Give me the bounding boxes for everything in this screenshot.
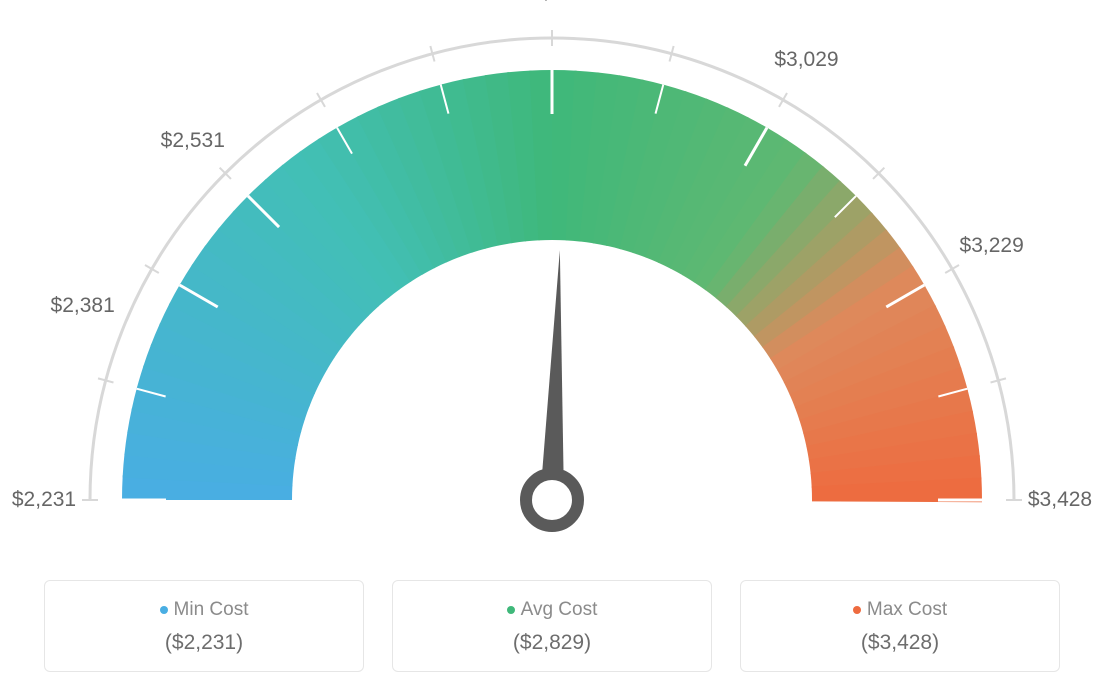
gauge-tick-label: $2,381 (51, 294, 115, 318)
gauge-tick-label: $3,229 (960, 234, 1024, 258)
legend-value-avg: ($2,829) (403, 631, 701, 655)
gauge-tick-label: $3,029 (774, 48, 838, 72)
legend-row: Min Cost ($2,231) Avg Cost ($2,829) Max … (0, 580, 1104, 672)
legend-card-avg: Avg Cost ($2,829) (392, 580, 712, 672)
legend-card-min: Min Cost ($2,231) (44, 580, 364, 672)
legend-value-min: ($2,231) (55, 631, 353, 655)
legend-title-avg-text: Avg Cost (521, 599, 598, 620)
legend-title-avg: Avg Cost (403, 599, 701, 621)
legend-title-min: Min Cost (55, 599, 353, 621)
gauge-tick-label: $2,829 (520, 0, 584, 4)
gauge-svg (0, 0, 1104, 560)
dot-avg-icon (507, 606, 515, 614)
legend-card-max: Max Cost ($3,428) (740, 580, 1060, 672)
gauge-tick-label: $3,428 (1028, 488, 1092, 512)
gauge-tick-label: $2,531 (161, 129, 225, 153)
dot-min-icon (160, 606, 168, 614)
legend-title-min-text: Min Cost (174, 599, 249, 620)
legend-value-max: ($3,428) (751, 631, 1049, 655)
gauge-chart: $2,231 $2,381 $2,531 $2,829 $3,029 $3,229 $3,4… (0, 0, 1104, 560)
legend-title-max-text: Max Cost (867, 599, 947, 620)
legend-title-max: Max Cost (751, 599, 1049, 621)
dot-max-icon (853, 606, 861, 614)
gauge-tick-label: $2,231 (12, 488, 76, 512)
